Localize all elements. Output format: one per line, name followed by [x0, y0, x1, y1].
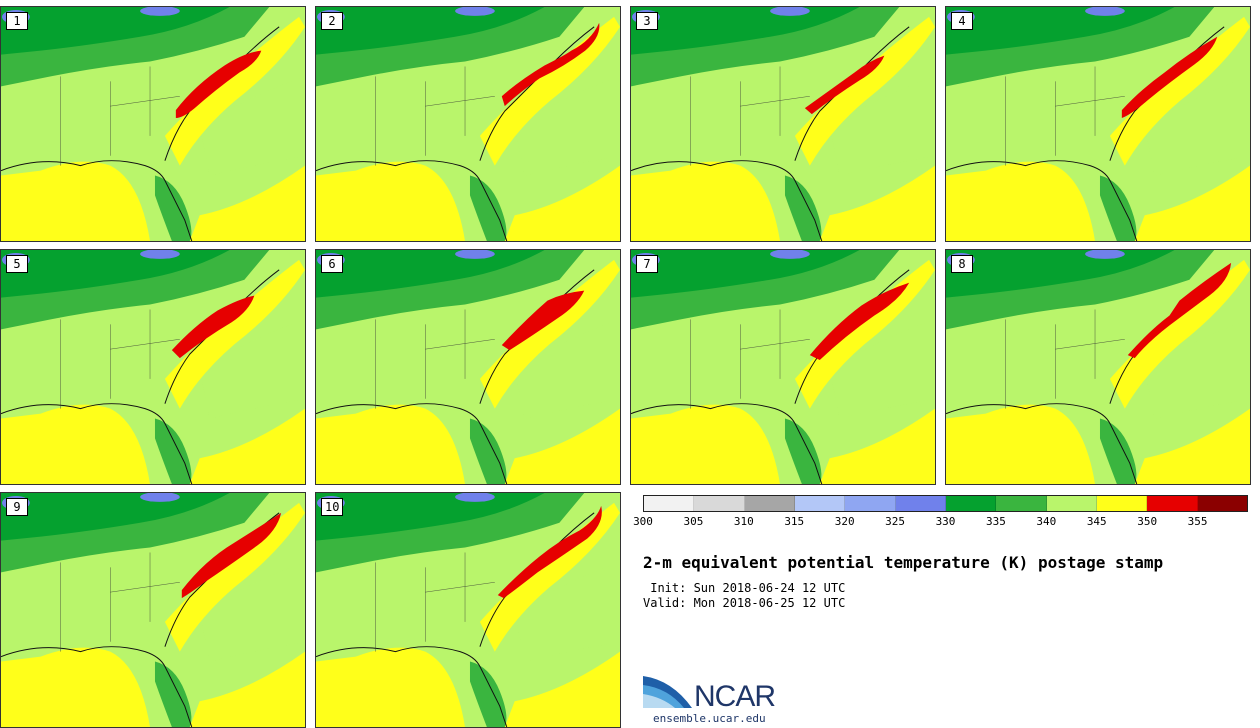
- colorbar-tick-label: 325: [885, 515, 906, 528]
- theta-e-map: [946, 250, 1250, 484]
- member-number: 2: [321, 12, 343, 30]
- logo-text: NCAR: [694, 680, 776, 713]
- stamp-panel-5: 5: [0, 249, 306, 485]
- figure-title: 2-m equivalent potential temperature (K)…: [643, 553, 1164, 572]
- theta-e-map: [1, 7, 305, 241]
- colorbar-bin-11: [1197, 496, 1247, 511]
- member-number: 3: [636, 12, 658, 30]
- colorbar-tick-label: 330: [935, 515, 956, 528]
- theta-e-map: [946, 7, 1250, 241]
- colorbar-tick-label: 315: [784, 515, 805, 528]
- theta-e-map: [631, 250, 935, 484]
- colorbar-tick-label: 300: [633, 515, 653, 528]
- member-number: 4: [951, 12, 973, 30]
- colorbar-bin-10: [1147, 496, 1198, 511]
- member-number: 6: [321, 255, 343, 273]
- member-number: 8: [951, 255, 973, 273]
- theta-e-map: [316, 493, 620, 727]
- colorbar-bin-1: [694, 496, 745, 511]
- stamp-panel-3: 3: [630, 6, 936, 242]
- colorbar-tick-label: 355: [1187, 515, 1208, 528]
- member-number: 10: [321, 498, 344, 516]
- member-number: 5: [6, 255, 28, 273]
- stamp-panel-2: 2: [315, 6, 621, 242]
- theta-e-map: [1, 493, 305, 727]
- stamp-panel-8: 8: [945, 249, 1251, 485]
- colorbar-bin-6: [945, 496, 997, 511]
- theta-e-map: [1, 250, 305, 484]
- colorbar-bin-0: [644, 496, 695, 511]
- colorbar-bin-4: [845, 496, 896, 511]
- theta-e-map: [631, 7, 935, 241]
- ncar-logo-icon: [643, 676, 692, 708]
- colorbar-tick-label: 350: [1137, 515, 1158, 528]
- colorbar-bin-2: [744, 496, 795, 511]
- init-time: Init: Sun 2018-06-24 12 UTC: [643, 581, 846, 595]
- colorbar-tick-label: 310: [733, 515, 754, 528]
- colorbar-tick-label: 335: [985, 515, 1006, 528]
- valid-time: Valid: Mon 2018-06-25 12 UTC: [643, 596, 846, 610]
- colorbar-bin-8: [1046, 496, 1097, 511]
- stamp-panel-7: 7: [630, 249, 936, 485]
- colorbar-tick-label: 345: [1086, 515, 1107, 528]
- member-number: 7: [636, 255, 658, 273]
- theta-e-map: [316, 250, 620, 484]
- stamp-panel-9: 9: [0, 492, 306, 728]
- logo-url: ensemble.ucar.edu: [653, 712, 766, 725]
- member-number: 9: [6, 498, 28, 516]
- colorbar-tick-label: 320: [834, 515, 855, 528]
- colorbar-bin-7: [996, 496, 1047, 511]
- stamp-panel-4: 4: [945, 6, 1251, 242]
- stamp-panel-10: 10: [315, 492, 621, 728]
- colorbar-tick-labels: 300 305 310 315 320 325 330 335 340 345 350 355: [633, 515, 1248, 529]
- stamp-panel-6: 6: [315, 249, 621, 485]
- colorbar-bin-3: [794, 496, 846, 511]
- member-number: 1: [6, 12, 28, 30]
- colorbar-bin-5: [895, 496, 946, 511]
- colorbar-tick-label: 340: [1036, 515, 1057, 528]
- colorbar: [643, 495, 1248, 512]
- colorbar-tick-label: 305: [683, 515, 704, 528]
- stamp-panel-1: 1: [0, 6, 306, 242]
- colorbar-bin-9: [1096, 496, 1148, 511]
- theta-e-map: [316, 7, 620, 241]
